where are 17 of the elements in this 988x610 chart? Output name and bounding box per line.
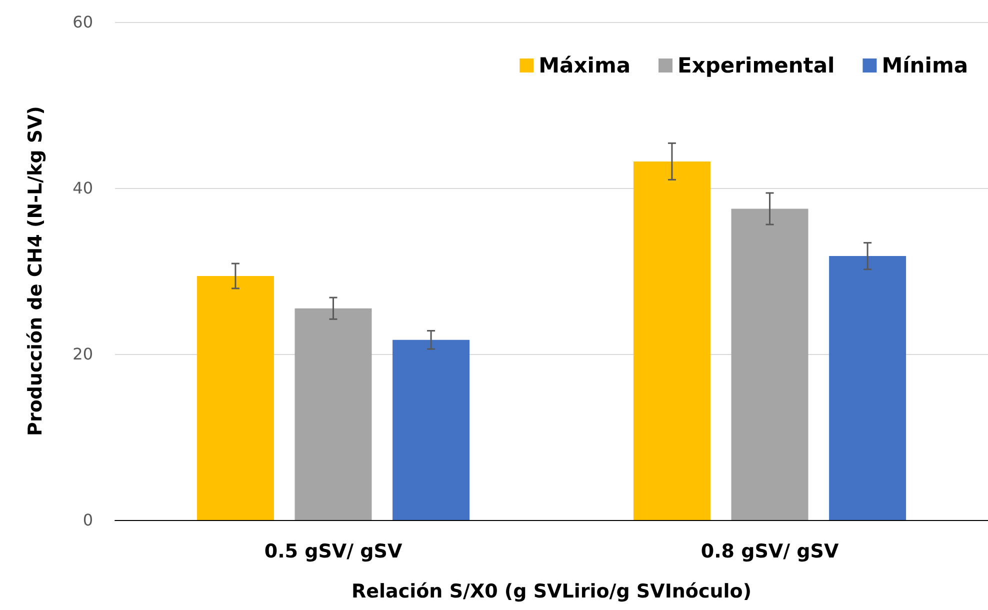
y-tick-label: 0 bbox=[82, 510, 93, 530]
bar bbox=[633, 161, 710, 520]
x-tick-label: 0.8 gSV/ gSV bbox=[700, 540, 839, 562]
bar bbox=[829, 256, 906, 520]
x-axis-title: Relación S/X0 (g SVLirio/g SVInóculo) bbox=[351, 580, 752, 602]
bar bbox=[196, 276, 274, 520]
bar bbox=[731, 208, 808, 520]
y-tick-label: 40 bbox=[72, 178, 93, 198]
legend-label: Mínima bbox=[882, 54, 968, 78]
y-axis-title: Producción de CH4 (N-L/kg SV) bbox=[24, 106, 46, 436]
legend-label: Máxima bbox=[538, 54, 631, 78]
y-tick-label: 60 bbox=[72, 12, 93, 32]
bar bbox=[294, 308, 372, 520]
x-tick-label: 0.5 gSV/ gSV bbox=[264, 540, 402, 562]
bar bbox=[392, 340, 470, 520]
y-tick-label: 20 bbox=[72, 344, 93, 364]
legend-label: Experimental bbox=[678, 54, 835, 78]
